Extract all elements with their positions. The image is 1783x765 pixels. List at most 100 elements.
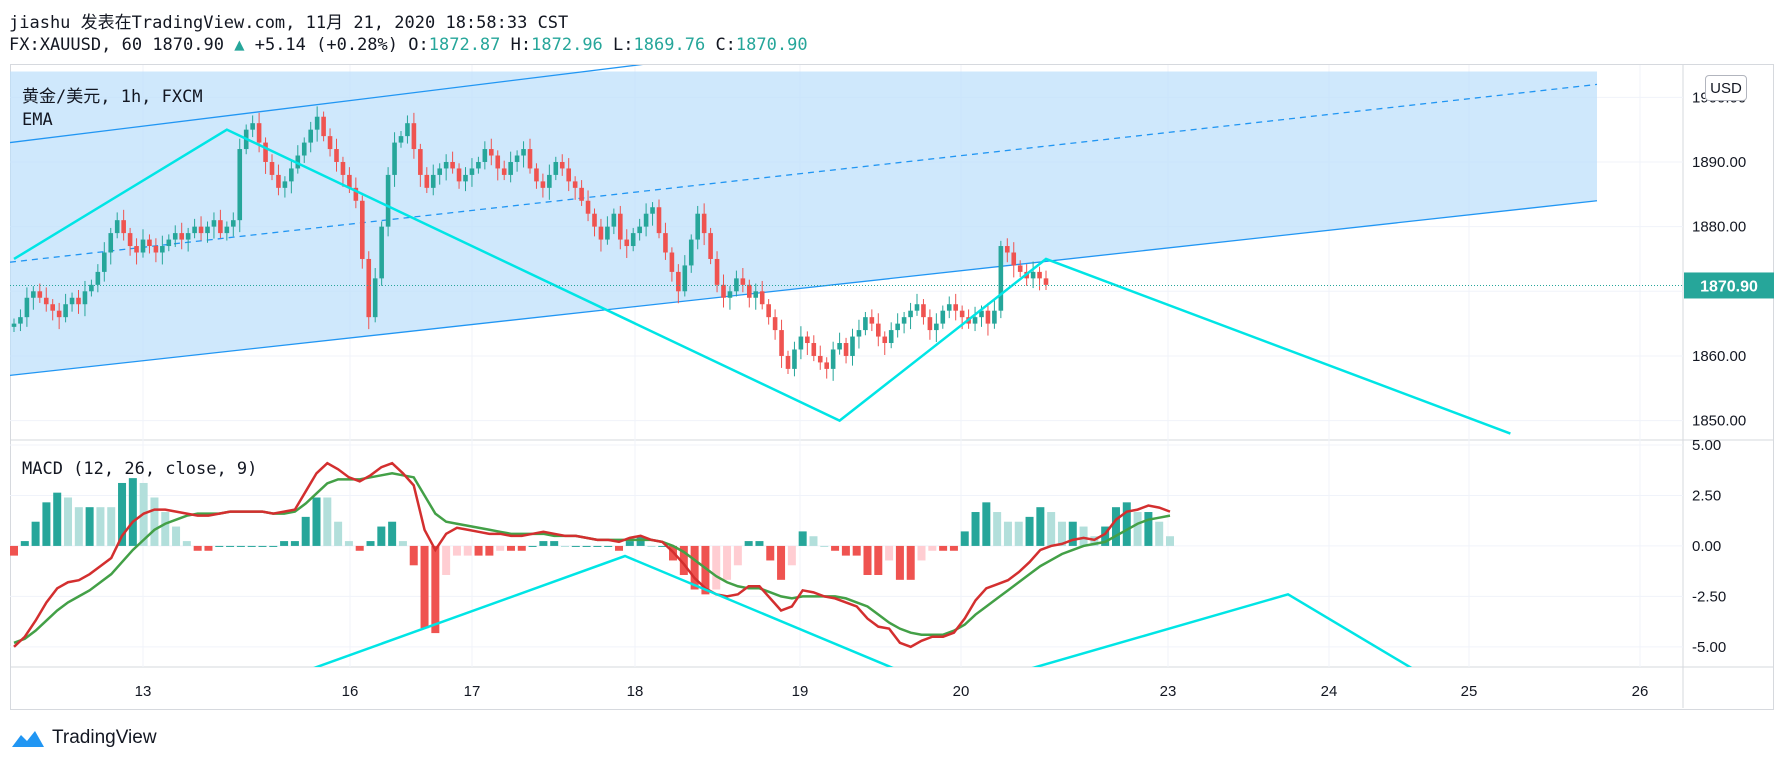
- channel-fill: [10, 71, 1597, 376]
- candle-body: [50, 304, 55, 311]
- candle-body: [914, 304, 920, 311]
- macd-histogram-bar: [64, 497, 73, 546]
- candle-body: [411, 123, 417, 150]
- candle-body: [1005, 246, 1010, 253]
- channel-mid-line: [10, 83, 1598, 263]
- currency-button[interactable]: USD: [1705, 75, 1747, 101]
- candle-body: [89, 284, 94, 292]
- macd-histogram-bar: [517, 545, 526, 551]
- macd-histogram-bar: [787, 545, 796, 566]
- candle-body: [811, 343, 817, 356]
- footer-brand-label: TradingView: [52, 727, 157, 748]
- macd-histogram-bar: [1068, 521, 1077, 546]
- candle-body: [501, 168, 507, 175]
- macd-histogram-bar: [1003, 521, 1012, 546]
- candle-body: [102, 252, 107, 272]
- candle-body: [798, 336, 804, 350]
- macd-line: [13, 461, 1171, 649]
- candle-body: [508, 161, 513, 175]
- publish-info: jiashu 发表在TradingView.com, 11月 21, 2020 …: [9, 13, 569, 33]
- candle-body: [353, 187, 359, 201]
- candle-body: [398, 136, 404, 143]
- macd-histogram-bar: [777, 545, 786, 580]
- x-tick-label: 20: [953, 683, 970, 700]
- macd-histogram-bar: [204, 545, 213, 551]
- candle-body: [895, 323, 900, 331]
- candle-body: [37, 291, 43, 298]
- candle-body: [114, 220, 120, 234]
- macd-histogram-bar: [258, 545, 267, 547]
- footer-brand[interactable]: TradingView: [10, 727, 157, 749]
- candle-body: [185, 233, 191, 240]
- macd-histogram-bar: [182, 541, 191, 546]
- macd-histogram-bar: [1014, 521, 1023, 546]
- candle-body: [650, 207, 655, 214]
- macd-tick-label: 2.50: [1692, 487, 1721, 504]
- candle-body: [160, 246, 165, 253]
- candle-body: [192, 226, 197, 234]
- candle-body: [695, 213, 700, 240]
- macd-histogram-bar: [420, 545, 429, 629]
- candle-body: [863, 317, 868, 331]
- x-tick-label: 16: [342, 683, 359, 700]
- up-arrow-icon: ▲: [234, 35, 245, 55]
- candle-body: [366, 258, 372, 318]
- candle-body: [321, 116, 326, 137]
- candle-body: [972, 317, 978, 324]
- macd-histogram-bar: [53, 492, 62, 546]
- candle-body: [385, 174, 391, 227]
- macd-histogram-bar: [712, 545, 721, 590]
- candle-body: [721, 284, 726, 298]
- macd-histogram-bar: [474, 545, 483, 556]
- macd-histogram-bar: [85, 507, 94, 546]
- candle-body: [753, 291, 759, 298]
- macd-histogram-bar: [236, 545, 245, 547]
- candle-body: [1043, 278, 1049, 285]
- candle-body: [572, 181, 578, 188]
- low-label: L:: [613, 35, 634, 55]
- macd-histogram-bar: [658, 545, 667, 547]
- candle-body: [198, 226, 204, 234]
- candle-body: [663, 233, 668, 253]
- candle-body: [121, 220, 126, 234]
- candle-body: [714, 258, 720, 285]
- chart-frame: [10, 64, 1774, 710]
- candle-body: [688, 239, 694, 266]
- macd-histogram-bar: [863, 545, 872, 575]
- candle-body: [495, 155, 501, 169]
- macd-histogram-bar: [74, 507, 83, 546]
- candle-body: [1011, 252, 1017, 266]
- candle-body: [282, 181, 288, 188]
- candle-body: [882, 336, 888, 344]
- macd-histogram-bar: [733, 545, 742, 566]
- high-value: 1872.96: [531, 35, 603, 55]
- candle-body: [959, 310, 965, 318]
- macd-histogram-bar: [528, 545, 537, 547]
- price-pane-title: 黄金/美元, 1h, FXCM: [22, 87, 203, 107]
- candle-body: [701, 213, 707, 234]
- candle-body: [372, 278, 378, 318]
- macd-histogram-bar: [949, 545, 958, 551]
- macd-histogram-bar: [690, 545, 699, 590]
- candle-body: [301, 142, 307, 156]
- macd-histogram-bar: [560, 545, 569, 547]
- macd-histogram-bar: [485, 545, 494, 556]
- candle-body: [308, 129, 313, 143]
- candle-body: [921, 304, 926, 318]
- macd-histogram-bar: [647, 545, 656, 547]
- candle-body: [985, 310, 991, 324]
- candle-body: [624, 239, 630, 247]
- macd-histogram-bar: [928, 545, 937, 551]
- candle-body: [95, 271, 101, 285]
- macd-histogram-bar: [1101, 526, 1110, 546]
- candle-body: [1030, 271, 1036, 279]
- price-tick-label: 1890.00: [1692, 154, 1746, 171]
- macd-histogram-bar: [31, 521, 40, 546]
- candle-body: [979, 310, 984, 318]
- macd-histogram-bar: [993, 512, 1002, 546]
- candle-body: [876, 323, 881, 337]
- candle-body: [521, 149, 526, 156]
- candle-body: [669, 252, 675, 272]
- macd-histogram-bar: [798, 531, 807, 546]
